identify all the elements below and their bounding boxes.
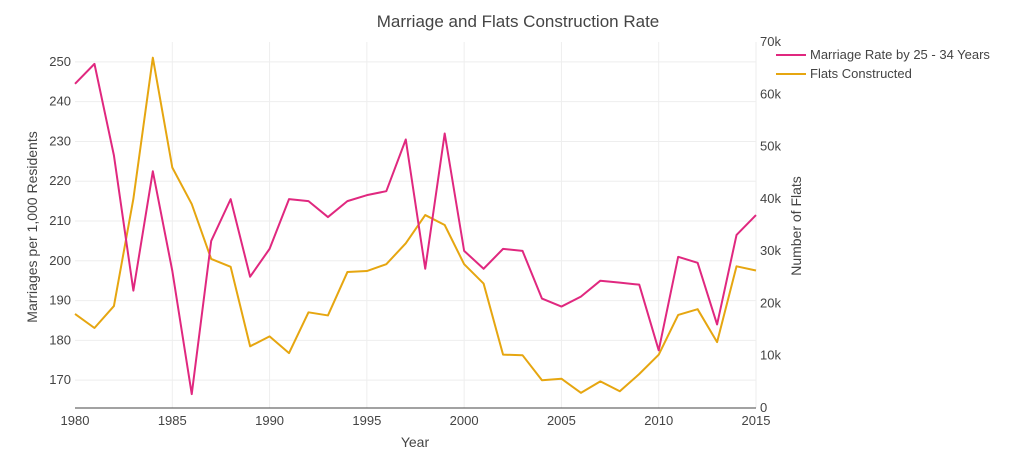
y2-tick-label: 70k xyxy=(760,34,781,49)
y2-tick-label: 60k xyxy=(760,86,781,101)
legend[interactable]: Marriage Rate by 25 - 34 Years Flats Con… xyxy=(776,47,990,81)
y2-tick-label: 10k xyxy=(760,348,781,363)
y-tick-label: 230 xyxy=(49,133,71,148)
chart-title: Marriage and Flats Construction Rate xyxy=(377,12,660,31)
tick-layer: 1980 1985 1990 1995 2000 2005 2010 201517018019… xyxy=(49,34,781,428)
grid-layer xyxy=(75,42,757,408)
y2-tick-label: 0 xyxy=(760,400,767,415)
y-tick-label: 180 xyxy=(49,332,71,347)
y-tick-label: 210 xyxy=(49,213,71,228)
legend-label-flats-constructed: Flats Constructed xyxy=(810,66,912,81)
x-axis-title: Year xyxy=(401,434,430,450)
y-tick-label: 200 xyxy=(49,253,71,268)
series-line-marriage-rate[interactable] xyxy=(74,62,757,396)
x-tick-label: 2005 xyxy=(547,413,576,428)
x-tick-label: 1985 xyxy=(158,413,187,428)
legend-item-marriage-rate[interactable]: Marriage Rate by 25 - 34 Years xyxy=(776,47,990,62)
y-tick-label: 250 xyxy=(49,54,71,69)
y-tick-label: 220 xyxy=(49,173,71,188)
series-line-flats-constructed[interactable] xyxy=(74,56,757,394)
y2-tick-label: 20k xyxy=(760,295,781,310)
x-tick-label: 1995 xyxy=(352,413,381,428)
x-tick-label: 1980 xyxy=(61,413,90,428)
x-tick-label: 1990 xyxy=(255,413,284,428)
y2-tick-label: 30k xyxy=(760,243,781,258)
y-axis-title: Marriages per 1,000 Residents xyxy=(24,131,40,322)
legend-item-flats-constructed[interactable]: Flats Constructed xyxy=(776,66,912,81)
y2-axis-title: Number of Flats xyxy=(788,176,804,276)
x-tick-label: 2000 xyxy=(450,413,479,428)
y-tick-label: 170 xyxy=(49,372,71,387)
series-layer xyxy=(74,56,757,396)
y2-tick-label: 50k xyxy=(760,139,781,154)
y-tick-label: 190 xyxy=(49,293,71,308)
x-tick-label: 2015 xyxy=(742,413,771,428)
y2-tick-label: 40k xyxy=(760,191,781,206)
legend-label-marriage-rate: Marriage Rate by 25 - 34 Years xyxy=(810,47,990,62)
y-tick-label: 240 xyxy=(49,94,71,109)
x-tick-label: 2010 xyxy=(644,413,673,428)
